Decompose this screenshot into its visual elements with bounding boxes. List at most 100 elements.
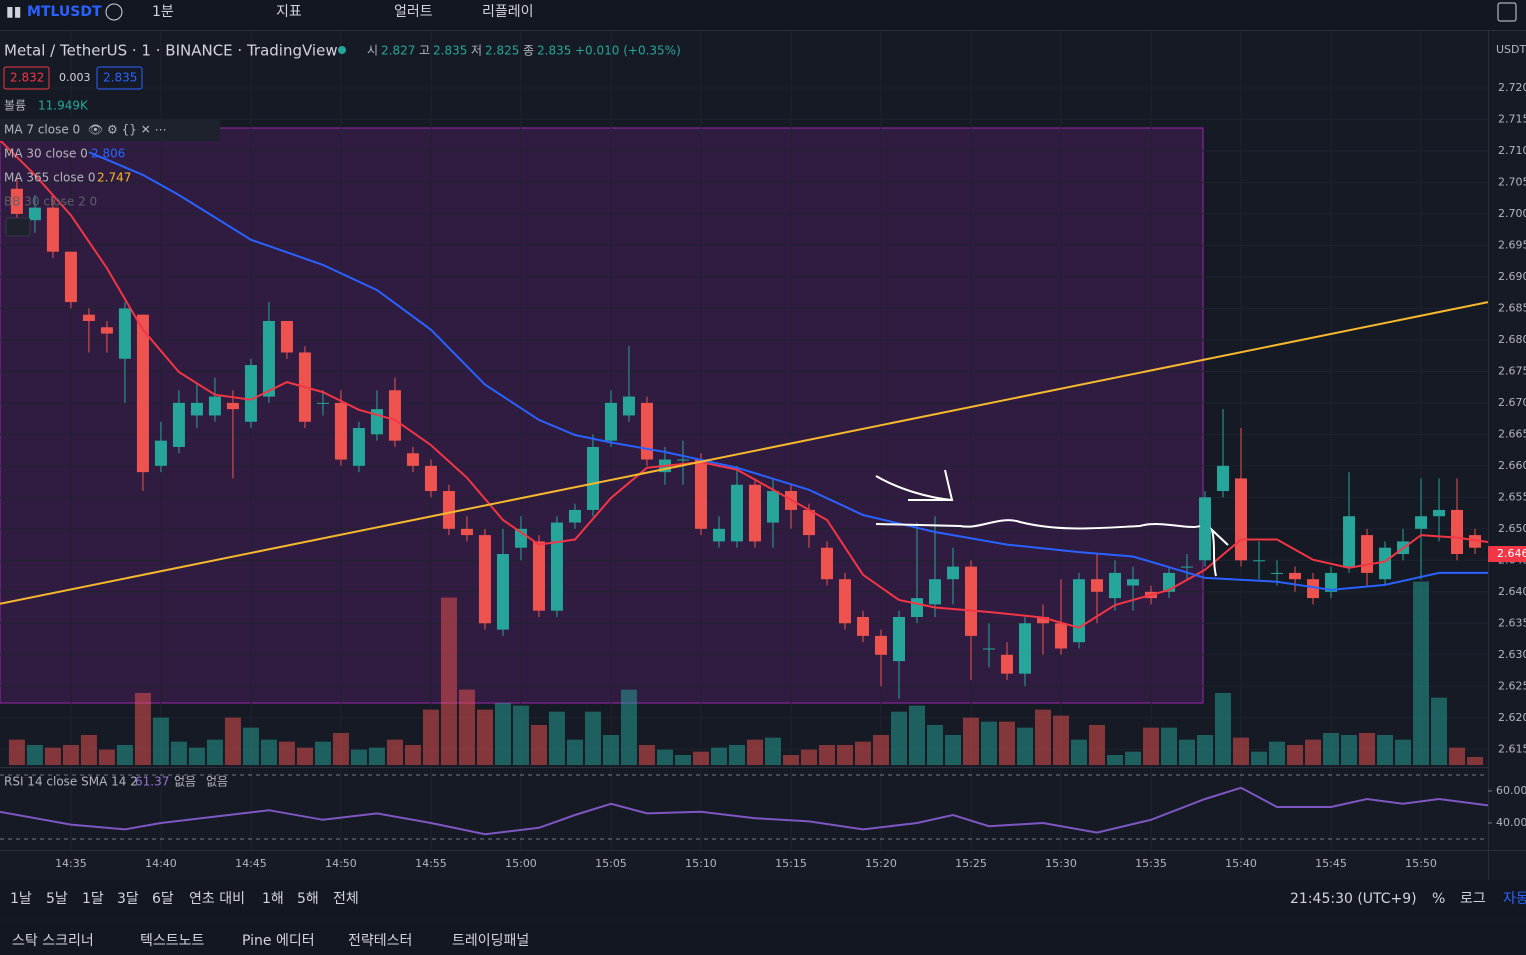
- x-tick-label: 15:25: [955, 857, 987, 870]
- tab[interactable]: 스탁 스크리너: [12, 933, 94, 949]
- range-button[interactable]: 1해: [262, 891, 284, 907]
- indicator-label[interactable]: MA 30 close 0: [4, 147, 88, 161]
- collapse-legend[interactable]: [5, 217, 31, 237]
- bid[interactable]: 2.832: [10, 71, 44, 85]
- moving-average: [0, 139, 1489, 629]
- candle-body: [1325, 572, 1338, 592]
- clock[interactable]: 21:45:30 (UTC+9): [1290, 891, 1417, 907]
- bid-box[interactable]: [3, 66, 50, 90]
- volume-bar: [674, 754, 691, 765]
- candle-body: [1271, 572, 1284, 574]
- candle-body: [118, 308, 131, 359]
- volume-bar: [602, 734, 619, 765]
- x-tick-label: 15:40: [1225, 857, 1257, 870]
- candle-body: [262, 320, 275, 397]
- range-button[interactable]: 3달: [117, 891, 139, 907]
- legend-title: Metal / TetherUS · 1 · BINANCE · Trading…: [4, 42, 338, 60]
- scale-button[interactable]: 자동: [1503, 891, 1526, 907]
- indicator-label[interactable]: MA 365 close 0: [4, 171, 95, 185]
- scale-button[interactable]: %: [1432, 891, 1445, 907]
- x-tick-label: 15:50: [1405, 857, 1437, 870]
- volume-bar: [782, 754, 799, 765]
- candle-body: [856, 616, 869, 636]
- tab-bar: [0, 922, 1526, 955]
- candle-body: [1019, 623, 1032, 674]
- tab[interactable]: 트레이딩패널: [452, 933, 529, 949]
- tab[interactable]: Pine 에디터: [242, 933, 315, 949]
- candle-body: [964, 566, 977, 636]
- volume-bar: [260, 739, 277, 765]
- y-tick-label: 2.710: [1498, 144, 1526, 157]
- fullscreen[interactable]: [1497, 2, 1517, 22]
- candle-body: [334, 402, 347, 460]
- x-tick-label: 15:15: [775, 857, 807, 870]
- indicator-label[interactable]: BB 30 close 2 0: [4, 195, 97, 209]
- candle-body: [208, 396, 221, 416]
- scale-button[interactable]: 로그: [1460, 891, 1486, 907]
- volume-bar: [1413, 581, 1430, 765]
- axis-unit[interactable]: USDT: [1496, 43, 1526, 56]
- symbol[interactable]: MTLUSDT: [27, 4, 102, 20]
- volume-bar: [548, 711, 565, 765]
- volume-bar: [1431, 697, 1448, 765]
- replay-button[interactable]: 리플레이: [482, 4, 534, 20]
- indicator-row-hover: [0, 119, 220, 141]
- ohlc-value: 2.835: [537, 44, 571, 58]
- y-tick-label: 2.630: [1498, 648, 1526, 661]
- volume-bar: [872, 734, 889, 765]
- candle-body: [874, 635, 887, 655]
- candle-body: [712, 528, 725, 542]
- tab[interactable]: 텍스트노트: [140, 933, 205, 949]
- volume-bar: [80, 734, 97, 765]
- range-button[interactable]: 전체: [333, 891, 359, 907]
- indicator-icons[interactable]: 👁 ⚙ {} ✕ ⋯: [88, 123, 167, 137]
- y-tick-label: 2.675: [1498, 364, 1526, 377]
- candle-body: [640, 402, 653, 460]
- volume-bar: [710, 747, 727, 765]
- candle-body: [1253, 560, 1266, 562]
- volume-bar: [188, 747, 205, 765]
- range-button[interactable]: 5날: [46, 891, 68, 907]
- range-button[interactable]: 연초 대비: [189, 891, 245, 907]
- volume-bar: [1107, 754, 1124, 765]
- volume-bar: [44, 747, 61, 765]
- y-tick-label: 2.625: [1498, 679, 1526, 692]
- alert-button[interactable]: 얼러트: [394, 4, 433, 20]
- volume-bar: [440, 597, 457, 765]
- volume-bar: [206, 739, 223, 765]
- indicator-label[interactable]: MA 7 close 0: [4, 123, 80, 137]
- moving-average: [88, 151, 1488, 591]
- candle-body: [1199, 497, 1212, 561]
- range-button[interactable]: 1날: [10, 891, 32, 907]
- ask[interactable]: 2.835: [103, 71, 137, 85]
- spread: 0.003: [59, 71, 91, 84]
- candle-body: [1217, 465, 1230, 492]
- candle-body: [1451, 509, 1464, 555]
- volume-bar: [368, 747, 385, 765]
- rsi-extra: 없음: [174, 775, 196, 789]
- change: +0.010 (+0.35%): [575, 44, 681, 58]
- candle-body: [172, 402, 185, 447]
- volume-bar: [1071, 739, 1088, 765]
- range-button[interactable]: 6달: [152, 891, 174, 907]
- ohlc-value: 2.827: [381, 44, 415, 58]
- volume-bar: [1125, 751, 1142, 765]
- x-tick-label: 14:45: [235, 857, 267, 870]
- range-button[interactable]: 1달: [82, 891, 104, 907]
- y-tick-label: 2.665: [1498, 427, 1526, 440]
- volume-bar: [692, 751, 709, 765]
- volume-bar: [242, 727, 259, 765]
- volume-label: 볼륨: [4, 99, 26, 113]
- interval[interactable]: 1분: [152, 4, 174, 20]
- y-tick-label: 2.620: [1498, 711, 1526, 724]
- candle-body: [64, 251, 77, 303]
- chart-icon: ▮▮: [6, 4, 21, 20]
- ask-box[interactable]: [96, 66, 143, 90]
- volume-bar: [1269, 741, 1286, 765]
- rsi-tick-label: 60.00: [1496, 784, 1526, 797]
- add-symbol[interactable]: [105, 3, 123, 21]
- range-button[interactable]: 5해: [297, 891, 319, 907]
- tab[interactable]: 전략테스터: [348, 933, 412, 949]
- candle-body: [388, 390, 401, 441]
- indicators-button[interactable]: 지표: [276, 4, 302, 20]
